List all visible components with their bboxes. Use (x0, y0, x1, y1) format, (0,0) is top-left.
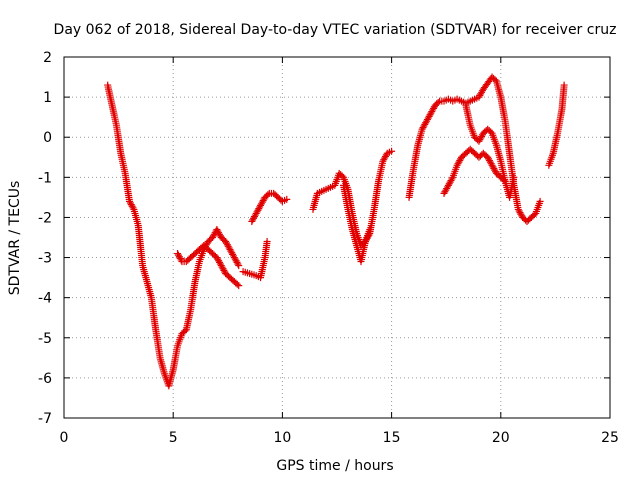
x-tick-label: 15 (383, 430, 401, 446)
y-tick-label: -2 (38, 210, 52, 226)
data-point (448, 175, 456, 183)
data-point (536, 197, 544, 205)
y-tick-label: -5 (38, 331, 52, 347)
y-tick-label: 1 (43, 90, 52, 106)
data-point (235, 282, 243, 290)
y-tick-label: -1 (38, 170, 52, 186)
plot-frame (63, 56, 611, 419)
data-point (510, 173, 518, 181)
y-axis-label: SDTVAR / TECUs (7, 181, 23, 296)
x-tick-label: 0 (60, 430, 69, 446)
data-point (263, 238, 271, 246)
x-tick-label: 5 (169, 430, 178, 446)
data-point (129, 204, 137, 212)
grid (64, 57, 610, 418)
y-tick-label: 0 (43, 130, 52, 146)
data-point (234, 260, 242, 268)
y-tick-label: -6 (38, 371, 52, 387)
x-tick-label: 25 (601, 430, 619, 446)
x-tick-label: 20 (492, 430, 510, 446)
data-point (501, 177, 509, 185)
data-point (264, 191, 272, 199)
y-tick-label: -7 (38, 411, 52, 427)
data-point (283, 195, 291, 203)
x-axis-label: GPS time / hours (276, 458, 393, 474)
data-point (235, 262, 243, 270)
chart-title: Day 062 of 2018, Sidereal Day-to-day VTE… (54, 22, 617, 38)
data-point (365, 231, 373, 239)
data-point (560, 81, 568, 89)
data-point (388, 147, 396, 155)
y-tick-label: -3 (38, 251, 52, 267)
data-point (434, 98, 442, 106)
data-marks (104, 73, 568, 390)
x-tick-label: 10 (273, 430, 291, 446)
y-tick-label: -4 (38, 291, 52, 307)
data-point (177, 256, 185, 264)
data-point (500, 176, 508, 184)
data-point (233, 280, 241, 288)
y-tick-label: 2 (43, 50, 52, 66)
